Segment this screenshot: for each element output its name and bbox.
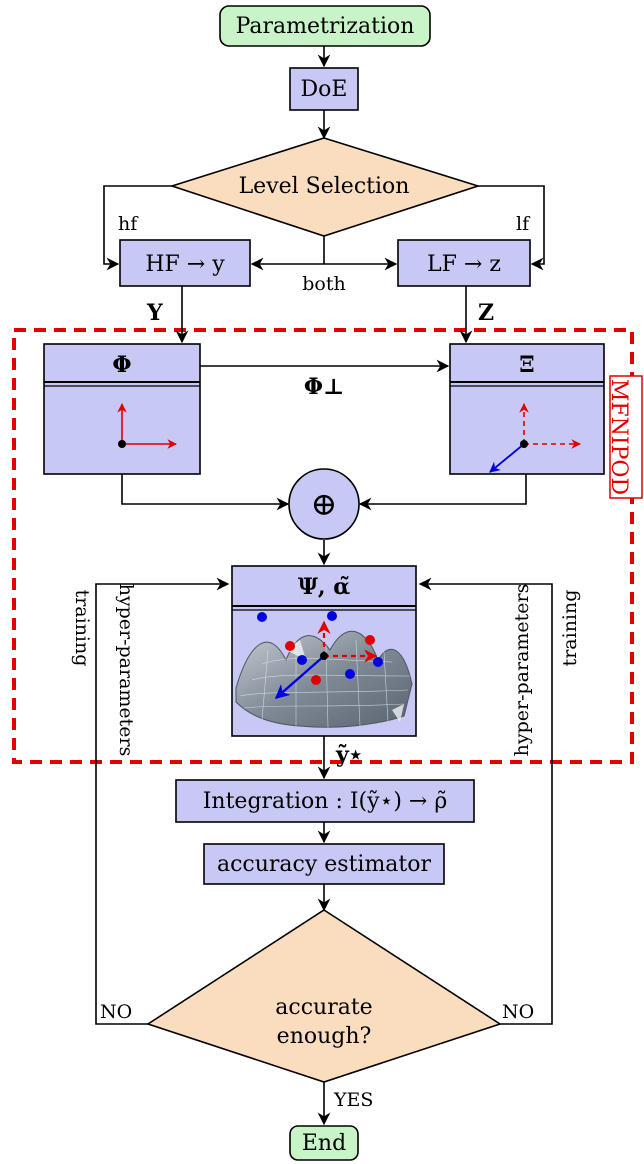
direct-sum-circle xyxy=(288,468,360,540)
doe-node[interactable]: DoE xyxy=(289,67,359,111)
label-lf: lf xyxy=(516,213,531,235)
accurate-enough-label-line2: enough? xyxy=(277,1024,372,1049)
2d-basis-vectors-icon xyxy=(117,403,177,449)
mfnipod-label: MFNIPOD xyxy=(606,379,631,495)
level-selection-node[interactable]: Level Selection xyxy=(169,137,481,237)
end-node-label: End xyxy=(302,1131,346,1156)
hf-node[interactable]: HF → y xyxy=(119,239,251,287)
direct-sum-node[interactable]: ⊕ xyxy=(288,468,360,540)
start-node[interactable]: Parametrization xyxy=(219,5,431,47)
mfnipod-group: MFNIPOD xyxy=(12,328,643,764)
lf-node[interactable]: LF → z xyxy=(397,239,531,287)
accuracy-estimator-node[interactable]: accuracy estimator xyxy=(203,843,445,885)
psi-alpha-label: Ψ, α̃ xyxy=(298,574,350,600)
psi-alpha-node[interactable]: Ψ, α̃ xyxy=(231,565,417,737)
accurate-enough-diamond xyxy=(146,909,502,1083)
phi-node[interactable]: Φ xyxy=(43,343,201,475)
doe-node-label: DoE xyxy=(301,77,348,102)
integration-node[interactable]: Integration : I(ỹ⋆) → ρ̃ xyxy=(175,779,475,823)
label-y-star: ỹ⋆ xyxy=(335,742,363,768)
phi-node-label: Φ xyxy=(112,352,131,378)
hf-node-label: HF → y xyxy=(145,252,225,277)
edge-no-right-loop xyxy=(418,577,553,1025)
label-yes: YES xyxy=(333,1089,373,1111)
direct-sum-symbol: ⊕ xyxy=(311,485,338,523)
label-hf: hf xyxy=(118,213,139,235)
label-no-left: NO xyxy=(100,1001,132,1023)
label-Y: Y xyxy=(146,300,163,326)
label-phi-perp: Φ⊥ xyxy=(304,374,344,400)
edge-labels: hf lf both Y Z Φ⊥ ỹ⋆ NO NO YES hyper-par… xyxy=(71,213,581,1111)
integration-node-box xyxy=(175,779,475,823)
accuracy-estimator-label: accuracy estimator xyxy=(217,852,432,877)
lf-node-box xyxy=(397,239,531,287)
lf-node-label: LF → z xyxy=(427,252,501,277)
accurate-enough-node[interactable]: accurate enough? xyxy=(146,909,502,1083)
mfnipod-label-box xyxy=(609,375,643,499)
level-selection-diamond xyxy=(169,137,481,237)
hf-node-box xyxy=(119,239,251,287)
start-node-label: Parametrization xyxy=(236,14,415,39)
label-Z: Z xyxy=(478,300,494,326)
end-node[interactable]: End xyxy=(289,1125,359,1161)
end-node-box xyxy=(289,1125,359,1161)
label-training-left: training xyxy=(71,590,93,667)
accurate-enough-label-line1: accurate xyxy=(275,995,372,1020)
integration-node-label: Integration : I(ỹ⋆) → ρ̃ xyxy=(203,789,448,814)
label-no-right: NO xyxy=(502,1001,534,1023)
xi-node[interactable]: Ξ xyxy=(449,343,605,475)
3d-basis-vectors-icon xyxy=(489,403,581,473)
start-node-box xyxy=(219,5,431,47)
edge-xi-sum xyxy=(358,474,527,511)
edges xyxy=(95,46,553,1126)
edge-no-left-loop xyxy=(95,577,230,1025)
xi-node-label: Ξ xyxy=(519,352,534,378)
edge-level-lf xyxy=(478,185,545,271)
level-selection-label: Level Selection xyxy=(239,174,410,199)
mfnipod-dashed-border xyxy=(12,328,634,764)
gaussian-process-surface-icon xyxy=(235,611,413,729)
label-hyper-left: hyper-parameters xyxy=(115,584,137,757)
edge-level-hf xyxy=(103,185,172,271)
label-hyper-right: hyper-parameters xyxy=(511,584,533,757)
label-both: both xyxy=(302,273,345,295)
doe-node-box xyxy=(289,67,359,111)
accuracy-estimator-box xyxy=(203,843,445,885)
label-training-right: training xyxy=(559,590,581,667)
edge-phi-sum xyxy=(121,474,290,511)
